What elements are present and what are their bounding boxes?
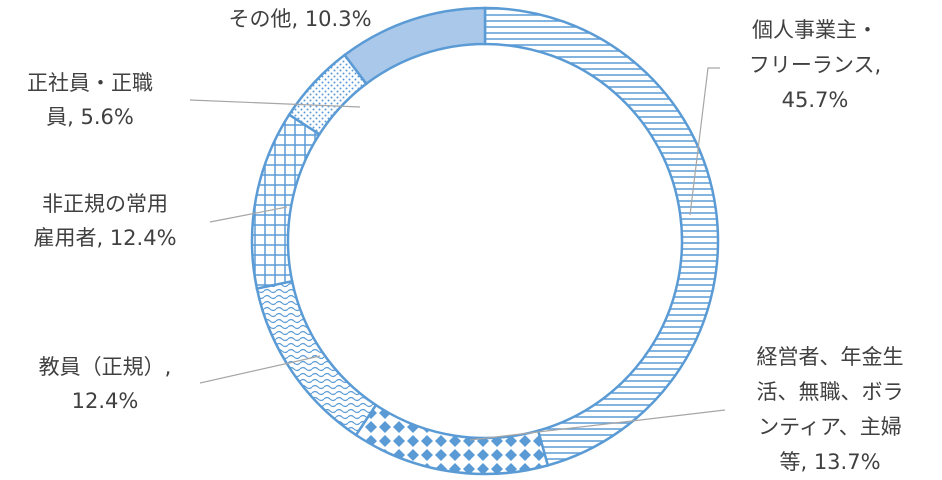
- data-label: その他, 10.3%: [228, 7, 371, 31]
- data-label: 個人事業主・: [752, 18, 878, 42]
- data-label: フリーランス,: [749, 53, 881, 77]
- data-label: 教員（正規）,: [39, 355, 172, 379]
- donut-segment: [250, 112, 322, 291]
- donut-segment: [354, 403, 550, 476]
- leader-line: [689, 67, 720, 216]
- leader-line: [209, 206, 288, 223]
- leader-line: [189, 99, 361, 108]
- donut-segment: [255, 279, 378, 437]
- data-label: 等, 13.7%: [779, 450, 880, 474]
- data-label: 45.7%: [782, 88, 849, 112]
- donut-segment: [342, 6, 487, 86]
- leader-line: [469, 409, 726, 441]
- data-label: 員, 5.6%: [46, 105, 134, 129]
- data-label: 12.4%: [72, 389, 139, 413]
- data-label: 活、無職、ボラ: [757, 380, 904, 404]
- data-label: 非正規の常用: [42, 192, 168, 216]
- data-label: 正社員・正職: [27, 71, 153, 95]
- data-label: 雇用者, 12.4%: [33, 226, 176, 250]
- data-label: 経営者、年金生: [757, 345, 904, 369]
- donut-segment: [483, 6, 720, 467]
- leader-line: [199, 355, 321, 384]
- data-label: ンティア、主婦: [758, 415, 902, 439]
